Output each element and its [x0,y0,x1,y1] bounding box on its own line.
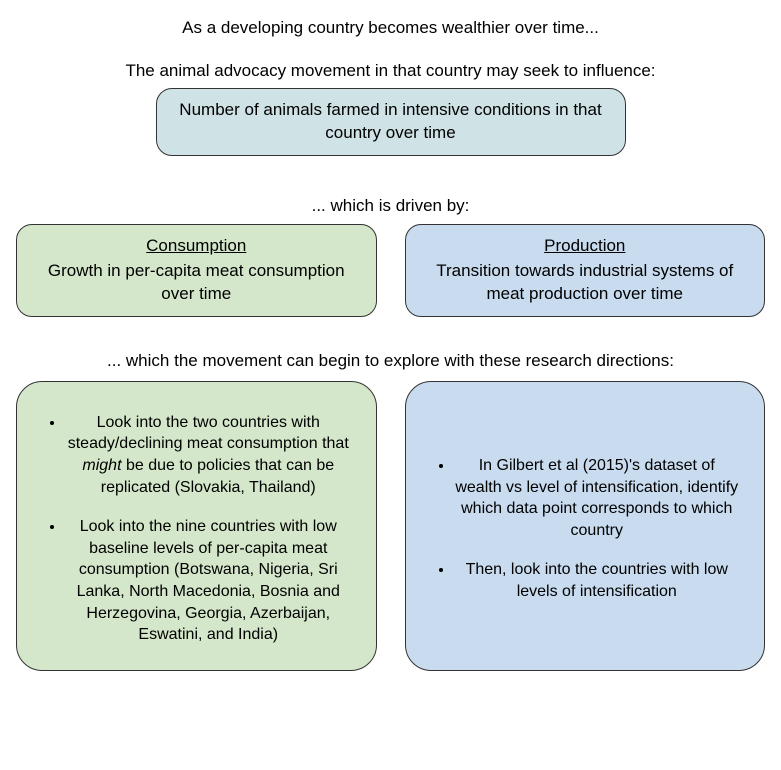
subheader-text: The animal advocacy movement in that cou… [10,60,771,82]
consumption-driver-box: Consumption Growth in per-capita meat co… [16,224,377,317]
driven-by-label: ... which is driven by: [10,196,771,216]
list-item: In Gilbert et al (2015)'s dataset of wea… [454,455,741,541]
production-title: Production [424,235,747,258]
consumption-research-list: Look into the two countries with steady/… [51,402,352,646]
research-directions-label: ... which the movement can begin to expl… [10,351,771,371]
consumption-title: Consumption [35,235,358,258]
production-research-box: In Gilbert et al (2015)'s dataset of wea… [405,381,766,671]
list-item: Look into the nine countries with low ba… [65,516,352,646]
influence-target-box: Number of animals farmed in intensive co… [156,88,626,156]
drivers-row: Consumption Growth in per-capita meat co… [10,224,771,317]
production-driver-box: Production Transition towards industrial… [405,224,766,317]
consumption-research-box: Look into the two countries with steady/… [16,381,377,671]
production-body: Transition towards industrial systems of… [436,261,733,303]
consumption-body: Growth in per-capita meat consumption ov… [48,261,345,303]
list-item: Then, look into the countries with low l… [454,559,741,602]
research-row: Look into the two countries with steady/… [10,381,771,671]
production-research-list: In Gilbert et al (2015)'s dataset of wea… [440,445,741,603]
list-item: Look into the two countries with steady/… [65,412,352,498]
header-text: As a developing country becomes wealthie… [10,18,771,38]
